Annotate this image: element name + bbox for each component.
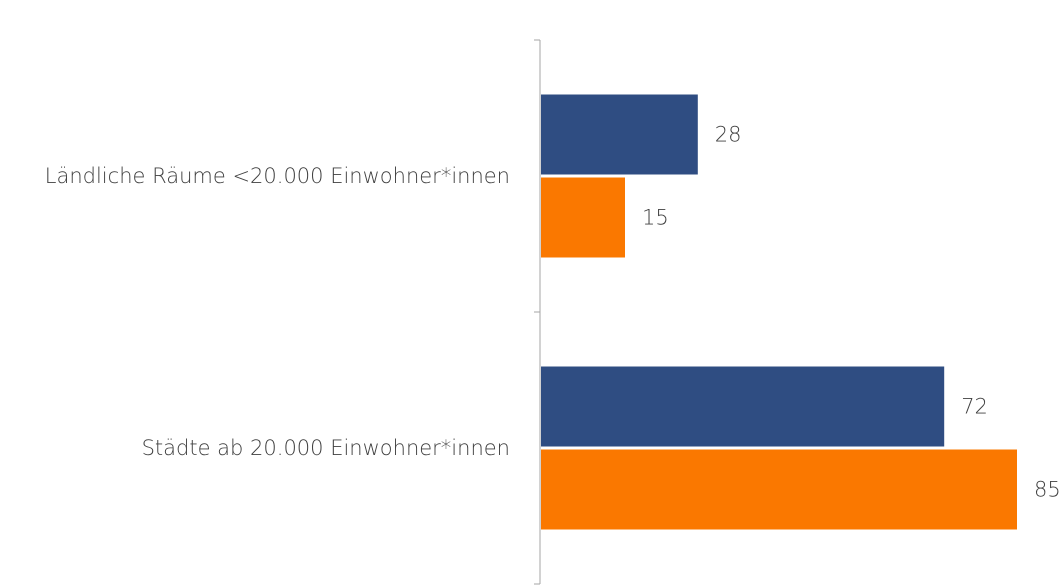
- data-label: 28: [715, 123, 742, 147]
- labels-layer: Ländliche Räume <20.000 Einwohner*innen 2…: [45, 123, 1061, 502]
- data-label: 85: [1034, 478, 1061, 502]
- data-label: 15: [642, 206, 669, 230]
- bar: [541, 366, 945, 447]
- category-axis: [534, 39, 541, 585]
- bar: [541, 177, 625, 258]
- data-label: 72: [961, 395, 988, 419]
- bar: [541, 94, 698, 175]
- bar: [541, 449, 1017, 530]
- category-label: Städte ab 20.000 Einwohner*innen: [142, 436, 510, 460]
- category-label: Ländliche Räume <20.000 Einwohner*innen: [45, 164, 510, 188]
- bars-layer: [541, 94, 1017, 530]
